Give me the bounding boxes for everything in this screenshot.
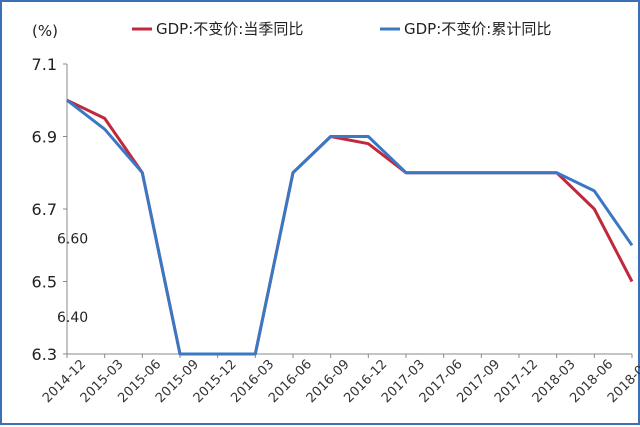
x-axis: 2014-122015-032015-062015-092015-122016-… bbox=[40, 353, 640, 406]
y-tick-label: 7.1 bbox=[32, 55, 57, 74]
series-line-0 bbox=[66, 98, 634, 356]
series-line-1 bbox=[66, 99, 634, 356]
legend: GDP:不变价:当季同比 GDP:不变价:累计同比 bbox=[132, 20, 551, 38]
series-1 bbox=[66, 99, 634, 356]
data-label-1: 6.40 bbox=[57, 310, 88, 326]
y-tick-label: 6.9 bbox=[32, 128, 57, 147]
y-tick-label: 6.7 bbox=[32, 200, 57, 219]
series-layer bbox=[66, 98, 634, 356]
y-tick-label: 6.3 bbox=[32, 345, 57, 364]
annotation-layer: 6.60 6.40 bbox=[57, 231, 88, 326]
y-axis: 7.1 6.9 6.7 6.5 6.3 bbox=[32, 55, 68, 364]
legend-label-0: GDP:不变价:当季同比 bbox=[156, 20, 303, 38]
legend-label-1: GDP:不变价:累计同比 bbox=[404, 20, 551, 38]
series-0 bbox=[66, 98, 634, 356]
y-tick-label: 6.5 bbox=[32, 273, 57, 292]
data-label-0: 6.60 bbox=[57, 231, 88, 247]
y-unit-label: (%) bbox=[32, 22, 58, 40]
